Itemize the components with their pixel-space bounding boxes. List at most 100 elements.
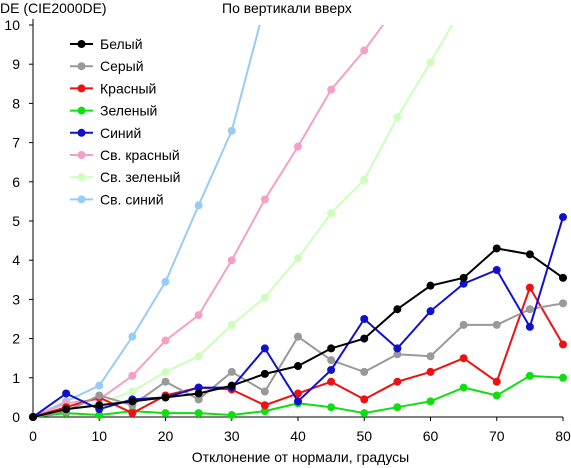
data-point: [161, 393, 170, 402]
data-point: [327, 85, 336, 94]
legend: Белый Серый Красный Зеленый Синий Св. красный…: [70, 36, 180, 207]
data-point: [194, 389, 203, 398]
y-tick-label: 10: [4, 17, 20, 33]
x-tick-label: 80: [555, 428, 571, 444]
data-point: [260, 387, 269, 396]
data-point: [161, 336, 170, 345]
data-point: [128, 332, 137, 341]
series-line: [32, 25, 454, 418]
data-point: [393, 113, 402, 122]
data-point: [95, 381, 104, 390]
data-point: [294, 389, 302, 398]
data-point: [559, 340, 567, 349]
data-point: [327, 344, 336, 353]
data-point: [161, 377, 170, 386]
x-tick-label: 40: [290, 428, 306, 444]
legend-label: Серый: [100, 58, 144, 74]
data-point: [161, 277, 170, 286]
data-point: [426, 397, 435, 406]
y-tick-label: 6: [12, 174, 20, 190]
data-point: [294, 254, 302, 263]
data-point: [327, 377, 336, 386]
data-point: [393, 350, 402, 359]
data-point: [194, 383, 203, 392]
data-point: [294, 142, 302, 151]
legend-marker: [77, 173, 86, 182]
data-point: [327, 209, 336, 218]
data-point: [194, 409, 203, 418]
data-point: [393, 377, 402, 386]
data-point: [95, 411, 104, 420]
data-point: [227, 381, 236, 390]
legend-marker: [77, 40, 86, 48]
x-tick-label: 70: [489, 428, 505, 444]
y-tick-label: 2: [12, 331, 20, 347]
legend-label: Синий: [100, 125, 141, 141]
legend-marker: [77, 106, 86, 115]
data-point: [492, 391, 501, 400]
data-point: [559, 373, 567, 382]
data-point: [95, 401, 104, 410]
legend-marker: [77, 128, 86, 137]
data-point: [525, 322, 534, 331]
data-point: [492, 244, 501, 253]
data-point: [194, 201, 203, 210]
data-point: [95, 391, 104, 400]
data-point: [360, 315, 369, 323]
y-tick-label: 5: [12, 213, 20, 229]
y-tick-label: 8: [12, 95, 20, 111]
series-line: [32, 25, 261, 418]
series-7: [29, 25, 454, 421]
data-point: [194, 352, 203, 361]
y-tick-label: 7: [12, 135, 20, 151]
legend-marker: [77, 195, 86, 204]
data-point: [426, 281, 435, 290]
data-point: [459, 354, 468, 363]
y-tick-label: 9: [12, 56, 20, 72]
data-point: [360, 367, 369, 376]
data-point: [327, 365, 336, 374]
data-point: [459, 320, 468, 329]
data-point: [426, 58, 435, 67]
data-point: [459, 279, 468, 288]
legend-label: Белый: [100, 36, 143, 52]
series-1: [29, 244, 567, 421]
data-point: [260, 401, 269, 410]
legend-marker: [77, 151, 86, 159]
data-point: [525, 305, 534, 314]
legend-label: Зеленый: [100, 103, 157, 119]
y-tick-label: 1: [12, 370, 20, 386]
data-point: [360, 46, 369, 55]
data-point: [227, 126, 236, 135]
data-point: [260, 369, 269, 378]
data-point: [227, 256, 236, 265]
legend-label: Красный: [100, 80, 156, 96]
data-point: [128, 371, 137, 380]
data-point: [426, 352, 435, 361]
data-point: [327, 356, 336, 365]
legend-marker: [77, 84, 86, 93]
y-tick-label: 0: [12, 409, 20, 425]
data-point: [525, 283, 534, 292]
data-point: [294, 362, 302, 371]
data-point: [360, 334, 369, 343]
data-point: [426, 307, 435, 316]
series-line: [32, 216, 564, 418]
x-tick-label: 60: [423, 428, 439, 444]
y-tick-label: 4: [12, 252, 20, 268]
x-tick-label: 20: [158, 428, 174, 444]
data-point: [492, 377, 501, 386]
data-point: [128, 387, 137, 396]
x-tick-label: 0: [29, 428, 37, 444]
plot-area: [29, 25, 567, 421]
legend-label: Св. красный: [100, 147, 180, 163]
data-point: [194, 311, 203, 320]
x-tick-label: 50: [356, 428, 372, 444]
data-point: [327, 403, 336, 412]
x-axis-label: Отклонение от нормали, градусы: [191, 449, 410, 465]
data-point: [294, 397, 302, 406]
data-point: [459, 273, 468, 282]
chart-subtitle: По вертикали вверх: [222, 0, 352, 16]
data-point: [29, 413, 37, 421]
